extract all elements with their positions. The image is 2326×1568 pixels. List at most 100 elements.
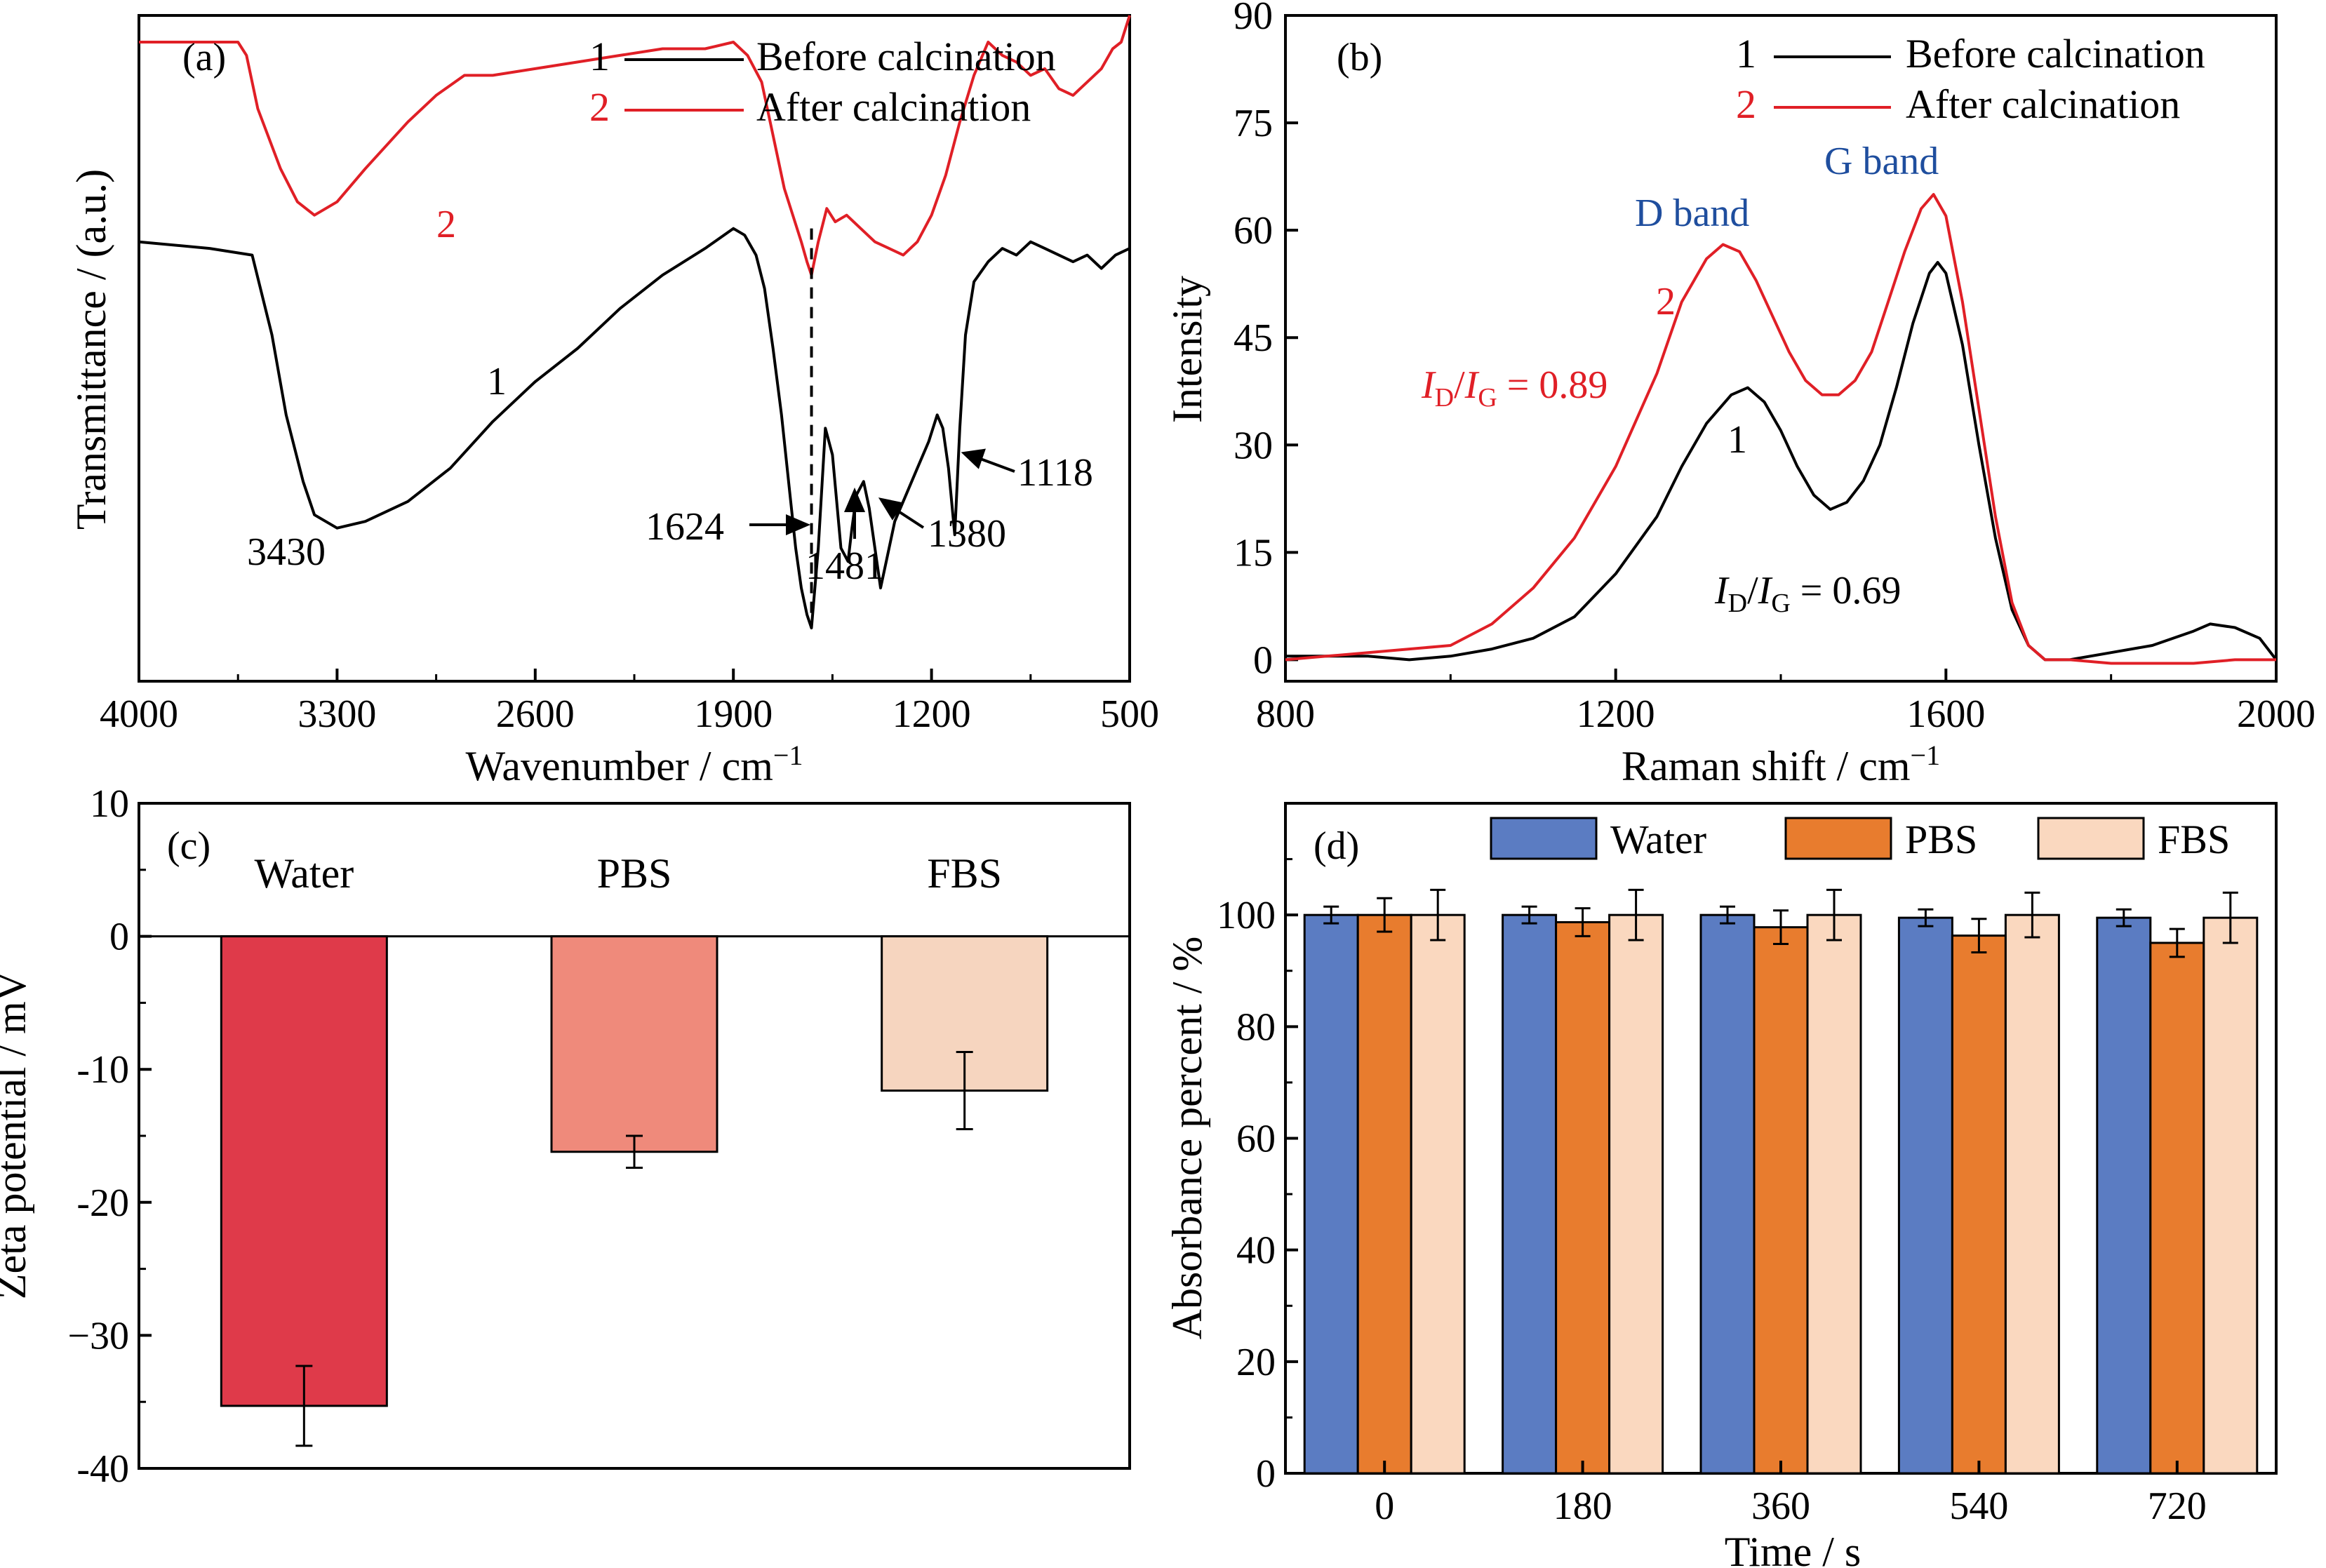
arrowhead-1380	[878, 497, 904, 521]
legend-label-water: Water	[1610, 817, 1706, 862]
y-tick-label-b-60: 60	[1234, 209, 1273, 253]
panel-a-legend: 1 Before calcination 2 After calcination	[589, 34, 1056, 130]
bar-fbs-540	[2004, 913, 2060, 1475]
arrowhead-1481	[843, 487, 866, 512]
series-line-a-2	[139, 15, 1131, 277]
y-tick-label-c-5: -40	[76, 1447, 129, 1491]
bar-water-360	[1699, 913, 1756, 1475]
peak-label-1624: 1624	[646, 505, 724, 549]
y-tick-label-b-0: 0	[1253, 638, 1273, 682]
panel-a-series	[138, 15, 1131, 630]
panel-a-x-tick-labels: 4000 3300 2600 1900 1200 500	[100, 692, 1159, 736]
y-tick-label-d-60: 60	[1236, 1118, 1276, 1161]
peak-label-1380: 1380	[928, 512, 1006, 556]
panel-a-curve1-label: 1	[487, 360, 507, 403]
x-tick-label-d-360: 360	[1751, 1485, 1810, 1528]
panel-d-legend: Water PBS FBS	[1490, 817, 2230, 862]
legend-swatch-fbs	[2037, 817, 2145, 860]
ratio-after-calcination: ID/IG = 0.89	[1421, 363, 1608, 413]
arrowhead-1118	[961, 448, 986, 469]
panel-c-bars	[220, 935, 1049, 1447]
y-tick-label-b-45: 45	[1234, 316, 1273, 360]
bar-pbs-720	[2149, 942, 2205, 1475]
x-tick-label-a-4000: 4000	[100, 692, 178, 736]
bar-pbs	[550, 935, 718, 1153]
series-line-b-1	[1285, 261, 2278, 662]
y-tick-label-d-80: 80	[1236, 1005, 1276, 1049]
legend-a-num-2: 2	[589, 84, 610, 130]
y-tick-label-d-100: 100	[1217, 894, 1276, 937]
panel-b-x-ticks	[1284, 669, 2278, 681]
legend-b-label-2: After calcination	[1906, 81, 2180, 127]
panel-d-x-title: Time / s	[1725, 1529, 1862, 1568]
y-tick-label-b-90: 90	[1234, 0, 1273, 38]
panel-c-letter: (c)	[167, 824, 210, 868]
panel-b-y-title: Intensity	[1164, 276, 1210, 423]
panel-d-y-title: Absorbance percent / %	[1164, 937, 1210, 1340]
y-tick-label-c-2: -10	[76, 1048, 129, 1092]
y-tick-label-d-20: 20	[1236, 1341, 1276, 1384]
peak-label-1118: 1118	[1017, 451, 1093, 495]
panel-c-category-labels: Water PBS FBS	[254, 850, 1002, 897]
panel-d-y-ticks	[1285, 858, 1298, 1475]
d-band-label: D band	[1635, 192, 1749, 235]
series-line-a-1	[138, 227, 1130, 630]
y-tick-label-c-3: -20	[76, 1181, 129, 1225]
panel-d-letter: (d)	[1314, 824, 1359, 868]
bar-fbs-180	[1608, 913, 1664, 1475]
panel-a-curve2-label: 2	[436, 203, 456, 246]
x-tick-label-a-500: 500	[1100, 692, 1159, 736]
g-band-label: G band	[1824, 140, 1939, 183]
panel-c-y-title: Zeta potential / mV	[0, 971, 34, 1299]
x-tick-label-a-1900: 1900	[694, 692, 773, 736]
panel-a-arrows	[749, 448, 1015, 539]
bar-fbs-720	[2203, 916, 2259, 1475]
bar-water-180	[1502, 913, 1558, 1475]
panel-b-y-ticks	[1285, 14, 1298, 662]
y-tick-label-d-0: 0	[1256, 1452, 1276, 1496]
bar-water-720	[2096, 916, 2152, 1475]
y-tick-label-b-15: 15	[1234, 531, 1273, 575]
x-tick-label-b-800: 800	[1256, 692, 1315, 736]
panel-a-letter: (a)	[182, 36, 226, 79]
category-label-fbs: FBS	[927, 850, 1002, 897]
category-label-pbs: PBS	[597, 850, 672, 897]
panel-c-y-tick-labels: 10 0 -10 -20 −30 -40	[67, 782, 129, 1491]
panel-b-curve2-label: 2	[1656, 280, 1676, 323]
bar-water	[220, 935, 388, 1407]
y-tick-label-c-0: 10	[90, 782, 129, 826]
bar-pbs-0	[1356, 913, 1412, 1475]
panel-b-raman: 800 1200 1600 2000 0 15 30 45 60 75 90 (b) 1 Befo…	[1164, 0, 2315, 789]
panel-c-y-ticks	[139, 802, 152, 1470]
panel-a-y-title: Transmittance / (a.u.)	[68, 169, 114, 530]
category-label-water: Water	[254, 850, 354, 897]
y-tick-label-b-30: 30	[1234, 424, 1273, 467]
bar-water-0	[1303, 913, 1359, 1475]
panel-b-legend: 1 Before calcination 2 After calcination	[1736, 31, 2205, 127]
x-tick-label-b-1600: 1600	[1906, 692, 1985, 736]
panel-d-bars	[1303, 888, 2259, 1475]
ratio-before-calcination: ID/IG = 0.69	[1714, 569, 1901, 618]
legend-swatch-pbs	[1784, 817, 1892, 860]
panel-a-ftir: 4000 3300 2600 1900 1200 500 (a) 1 Before cal…	[68, 14, 1159, 789]
panel-d-x-tick-labels: 0 180 360 540 720	[1375, 1461, 2207, 1528]
legend-label-pbs: PBS	[1905, 817, 1977, 862]
panel-b-curve1-label: 1	[1727, 418, 1747, 462]
x-tick-label-d-720: 720	[2148, 1485, 2207, 1528]
legend-label-fbs: FBS	[2158, 817, 2230, 862]
legend-b-label-1: Before calcination	[1906, 31, 2205, 76]
y-tick-label-c-4: −30	[67, 1314, 129, 1358]
legend-a-label-1: Before calcination	[756, 34, 1056, 79]
legend-b-num-2: 2	[1736, 81, 1756, 127]
bar-fbs-360	[1806, 913, 1862, 1475]
legend-b-num-1: 1	[1736, 31, 1756, 76]
x-tick-label-b-1200: 1200	[1577, 692, 1655, 736]
y-tick-label-c-1: 0	[109, 916, 129, 959]
x-tick-label-d-180: 180	[1553, 1485, 1612, 1528]
panel-b-letter: (b)	[1337, 36, 1382, 79]
bar-pbs-180	[1555, 921, 1611, 1475]
y-tick-label-d-40: 40	[1236, 1229, 1276, 1273]
panel-a-x-title: Wavenumber / cm−1	[466, 739, 803, 789]
panel-b-series	[1285, 193, 2278, 665]
